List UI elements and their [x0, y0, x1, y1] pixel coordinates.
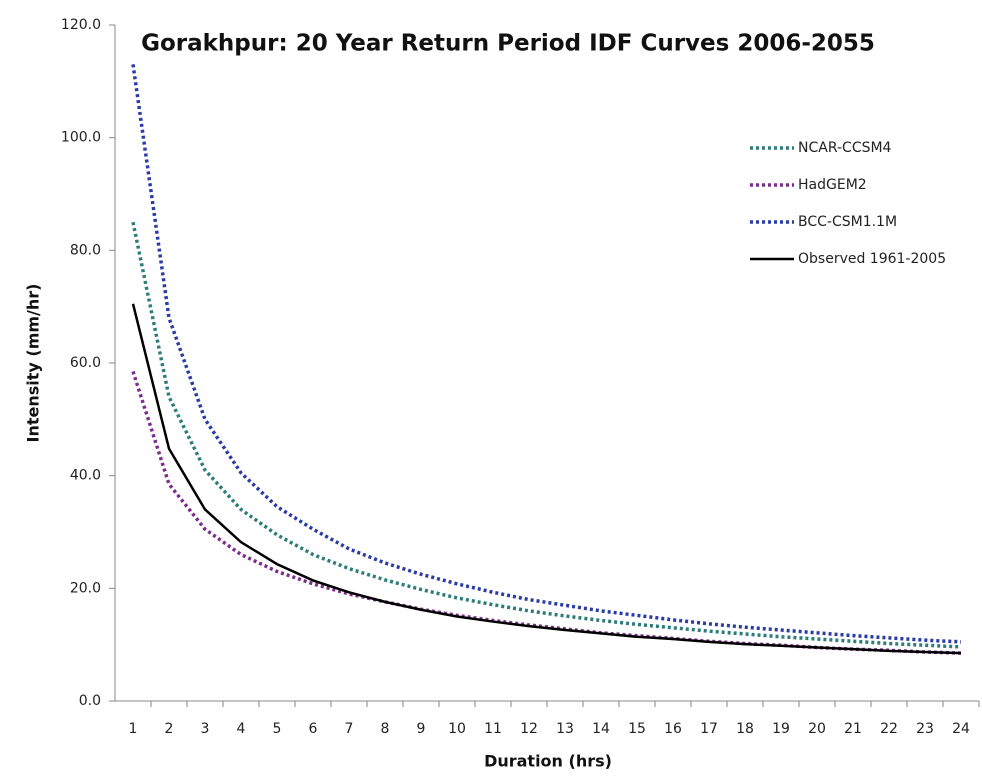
x-tick-label: 3 [201, 721, 210, 737]
y-tick-label: 20.0 [70, 580, 101, 596]
series-line [131, 64, 962, 644]
y-tick-label: 120.0 [61, 17, 101, 33]
x-tick-label: 1 [129, 721, 138, 737]
x-tick-label: 19 [772, 721, 790, 737]
chart-title: Gorakhpur: 20 Year Return Period IDF Cur… [141, 31, 875, 57]
x-tick-label: 24 [952, 721, 970, 737]
legend-label: Observed 1961-2005 [798, 251, 946, 267]
y-tick-label: 100.0 [61, 130, 101, 146]
series-line [131, 303, 962, 655]
series-line [131, 370, 962, 655]
x-tick-label: 14 [592, 721, 610, 737]
x-tick-label: 6 [309, 721, 318, 737]
x-tick-label: 2 [165, 721, 174, 737]
x-tick-label: 7 [345, 721, 354, 737]
y-tick-label: 80.0 [70, 242, 101, 258]
x-tick-label: 4 [237, 721, 246, 737]
x-tick-label: 9 [417, 721, 426, 737]
y-tick-label: 60.0 [70, 355, 101, 371]
y-axis-title: Intensity (mm/hr) [24, 284, 43, 443]
x-tick-label: 8 [381, 721, 390, 737]
x-tick-label: 18 [736, 721, 754, 737]
x-tick-label: 13 [556, 721, 574, 737]
y-tick-label: 0.0 [79, 693, 101, 709]
x-tick-label: 15 [628, 721, 646, 737]
legend-label: NCAR-CCSM4 [798, 140, 892, 156]
x-tick-label: 17 [700, 721, 718, 737]
x-tick-label: 21 [844, 721, 862, 737]
legend-label: HadGEM2 [798, 177, 867, 193]
legend-label: BCC-CSM1.1M [798, 214, 897, 230]
x-tick-label: 23 [916, 721, 934, 737]
x-tick-label: 5 [273, 721, 282, 737]
x-tick-label: 11 [484, 721, 502, 737]
x-tick-label: 12 [520, 721, 538, 737]
series-line [131, 221, 962, 649]
x-tick-label: 10 [448, 721, 466, 737]
x-tick-label: 16 [664, 721, 682, 737]
y-tick-label: 40.0 [70, 468, 101, 484]
x-tick-label: 22 [880, 721, 898, 737]
x-axis-title: Duration (hrs) [484, 752, 612, 771]
x-tick-label: 20 [808, 721, 826, 737]
